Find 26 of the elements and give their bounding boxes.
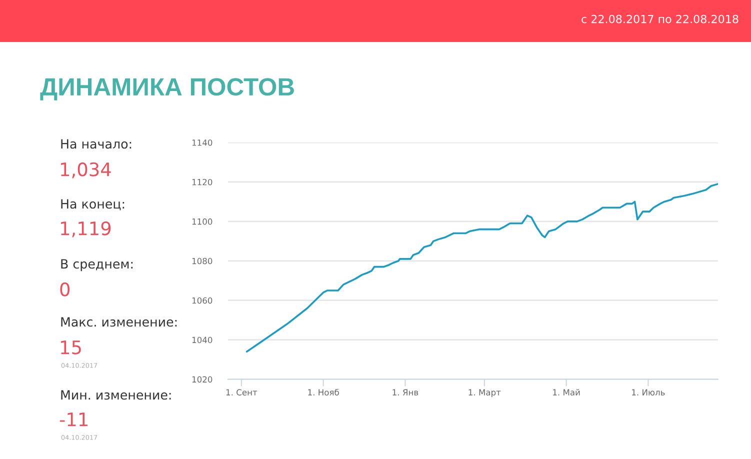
- x-tick-label: 1. Май: [553, 389, 580, 396]
- x-tick-label: 1. Март: [468, 389, 501, 398]
- x-tick-label: 1. Нояб: [308, 388, 339, 396]
- text: На конец:: [61, 199, 124, 210]
- text: -11: [60, 412, 88, 426]
- x-tick-label: 1. Сент: [226, 389, 258, 396]
- line-series: [246, 183, 718, 353]
- text: На начало:: [61, 139, 132, 149]
- y-tick-label: 1100: [192, 218, 212, 225]
- y-tick-label: 1120: [192, 178, 212, 186]
- chart-subtitle: с 22.08.2017 по 22.08.2018: [582, 14, 738, 24]
- y-tick-label: 1020: [192, 376, 212, 383]
- x-tick-label: 1. Янв: [392, 389, 418, 396]
- y-tick-label: 1080: [192, 258, 212, 264]
- chart-title: ДИНАМИКА ПОСТОВ: [40, 78, 294, 100]
- y-tick-label: 1140: [192, 139, 212, 146]
- x-tick-label: 1. Июль: [632, 389, 665, 396]
- text: 1,034: [61, 162, 111, 178]
- text: Мин. изменение:: [61, 390, 171, 400]
- text: 1,119: [61, 221, 111, 238]
- text: Макс. изменение:: [61, 317, 177, 327]
- text: 15: [61, 340, 81, 354]
- y-tick-label: 1060: [192, 297, 212, 304]
- y-tick-label: 1040: [192, 336, 212, 344]
- text: 0: [60, 282, 70, 296]
- text: В среднем:: [61, 259, 133, 272]
